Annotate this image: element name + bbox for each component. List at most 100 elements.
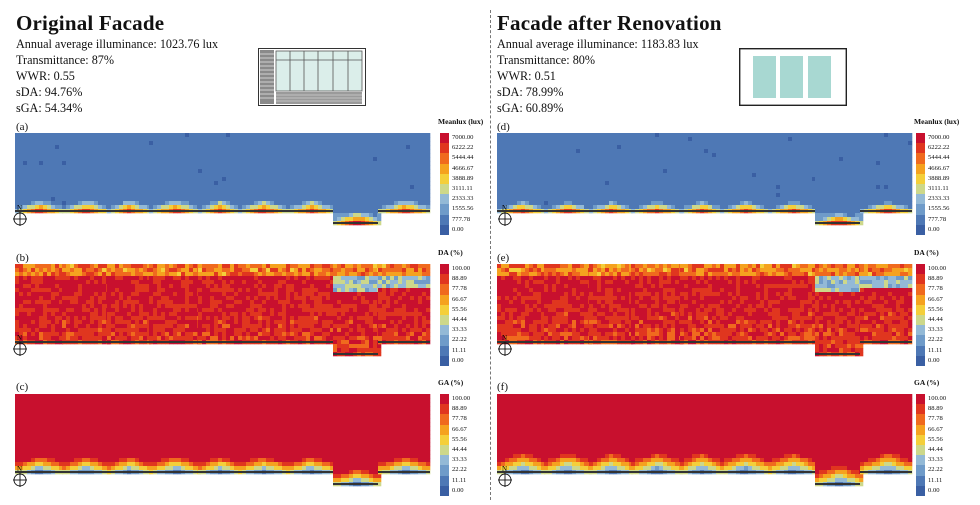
colorbar-tick-label: 11.11 bbox=[928, 476, 943, 484]
colorbar-swatch bbox=[440, 284, 449, 295]
facade-wall bbox=[107, 341, 149, 343]
colorbar-swatch bbox=[916, 394, 925, 405]
colorbar-tick-label: 44.44 bbox=[452, 316, 467, 323]
renovated-facade-thumbnail bbox=[739, 48, 847, 106]
facade-wall bbox=[15, 471, 62, 473]
facade-wall bbox=[62, 471, 107, 473]
sga-stat: sGA: 54.34% bbox=[16, 101, 83, 115]
colorbar-tick-label: 22.22 bbox=[928, 336, 943, 344]
facade-wall bbox=[198, 341, 238, 343]
colorbar-swatch bbox=[440, 214, 449, 225]
colorbar-tick-label: 44.44 bbox=[452, 446, 467, 453]
colorbar-tick-label: 100.00 bbox=[452, 265, 471, 272]
facade-wall bbox=[768, 471, 815, 473]
colorbar-swatch bbox=[440, 394, 449, 405]
colorbar-tick-label: 66.67 bbox=[452, 295, 467, 303]
facade-wall bbox=[768, 341, 815, 343]
colorbar-swatch bbox=[916, 445, 925, 456]
facade-wall bbox=[149, 341, 198, 343]
colorbar-swatch bbox=[916, 455, 925, 466]
facade-wall bbox=[589, 210, 631, 212]
facade-wall bbox=[497, 210, 544, 212]
colorbar-tick-label: 1555.56 bbox=[452, 205, 474, 213]
colorbar-tick-label: 7000.00 bbox=[452, 134, 474, 141]
svg-text:N: N bbox=[17, 204, 22, 212]
colorbar-swatch bbox=[440, 294, 449, 305]
colorbar-swatch bbox=[916, 294, 925, 305]
colorbar-swatch bbox=[916, 143, 925, 154]
colorbar-tick-label: 2333.33 bbox=[452, 195, 474, 203]
colorbar-swatch bbox=[440, 163, 449, 174]
colorbar-swatch bbox=[916, 204, 925, 215]
colorbar-swatch bbox=[916, 264, 925, 275]
colorbar-swatch bbox=[440, 133, 449, 144]
colorbar-swatch bbox=[440, 264, 449, 275]
panel-label-d: (d) bbox=[497, 121, 510, 133]
facade-wall bbox=[720, 210, 768, 212]
svg-text:N: N bbox=[17, 334, 22, 342]
colorbar-tick-label: 777.78 bbox=[452, 215, 471, 223]
facade-wall bbox=[378, 341, 430, 343]
colorbar-tick-label: 0.00 bbox=[928, 356, 940, 364]
transmittance-stat: Transmittance: 87% bbox=[16, 53, 115, 67]
colorbar-tick-label: 5444.44 bbox=[928, 154, 950, 162]
transmittance-stat: Transmittance: 80% bbox=[497, 53, 596, 67]
colorbar-swatch bbox=[916, 274, 925, 285]
colorbar-tick-label: 5444.44 bbox=[452, 154, 474, 162]
sda-stat: sDA: 78.99% bbox=[497, 85, 564, 99]
colorbar-tick-label: 88.89 bbox=[452, 275, 467, 283]
facade-wall bbox=[680, 210, 720, 212]
colorbar-tick-label: 0.00 bbox=[928, 225, 940, 233]
facade-wall bbox=[720, 471, 768, 473]
colorbar-title: GA (%) bbox=[914, 378, 940, 387]
facade-wall bbox=[333, 353, 378, 355]
north-compass-icon: N bbox=[13, 334, 27, 356]
colorbar-tick-label: 44.44 bbox=[928, 316, 943, 323]
colorbar-swatch bbox=[440, 153, 449, 164]
facade-wall bbox=[286, 341, 333, 343]
colorbar-swatch bbox=[916, 184, 925, 195]
colorbar-title: DA (%) bbox=[438, 248, 463, 257]
colorbar-swatch bbox=[440, 414, 449, 425]
colorbar-swatch bbox=[440, 345, 449, 356]
colorbar-swatch bbox=[440, 325, 449, 336]
facade-wall bbox=[860, 210, 912, 212]
colorbar-swatch bbox=[916, 434, 925, 445]
panel-label-b: (b) bbox=[16, 252, 29, 264]
colorbar-swatch bbox=[440, 173, 449, 184]
colorbar-swatch bbox=[916, 475, 925, 486]
colorbar-swatch bbox=[440, 204, 449, 215]
colorbar-tick-label: 77.78 bbox=[928, 285, 943, 293]
facade-wall bbox=[544, 341, 589, 343]
colorbar-tick-label: 3111.11 bbox=[928, 185, 949, 192]
facade-wall bbox=[544, 471, 589, 473]
facade-wall bbox=[589, 341, 631, 343]
facade-wall bbox=[62, 341, 107, 343]
colorbar-swatch bbox=[440, 404, 449, 415]
colorbar-swatch bbox=[916, 304, 925, 315]
colorbar-swatch bbox=[916, 465, 925, 476]
facade-wall bbox=[860, 341, 912, 343]
colorbar-tick-label: 6222.22 bbox=[452, 144, 474, 152]
colorbar-swatch bbox=[916, 404, 925, 415]
facade-wall bbox=[238, 341, 286, 343]
facade-wall bbox=[378, 210, 430, 212]
facade-wall bbox=[149, 210, 198, 212]
ga-floorplan-map bbox=[497, 394, 913, 487]
sda-stat: sDA: 94.76% bbox=[16, 85, 83, 99]
colorbar-swatch bbox=[916, 325, 925, 336]
colorbar-swatch bbox=[440, 485, 449, 496]
facade-wall bbox=[107, 471, 149, 473]
facade-wall bbox=[860, 471, 912, 473]
north-compass-icon: N bbox=[13, 204, 27, 226]
colorbar-tick-label: 0.00 bbox=[452, 486, 464, 494]
facade-wall bbox=[333, 222, 378, 224]
colorbar-swatch bbox=[440, 315, 449, 326]
facade-wall bbox=[15, 210, 62, 212]
colorbar-tick-label: 66.67 bbox=[452, 425, 467, 433]
illuminance-floorplan-map bbox=[497, 133, 913, 226]
panel-divider bbox=[490, 10, 491, 500]
colorbar-tick-label: 55.56 bbox=[928, 305, 943, 313]
illuminance-stat: Annual average illuminance: 1183.83 lux bbox=[497, 37, 699, 51]
colorbar-tick-label: 0.00 bbox=[928, 486, 940, 494]
